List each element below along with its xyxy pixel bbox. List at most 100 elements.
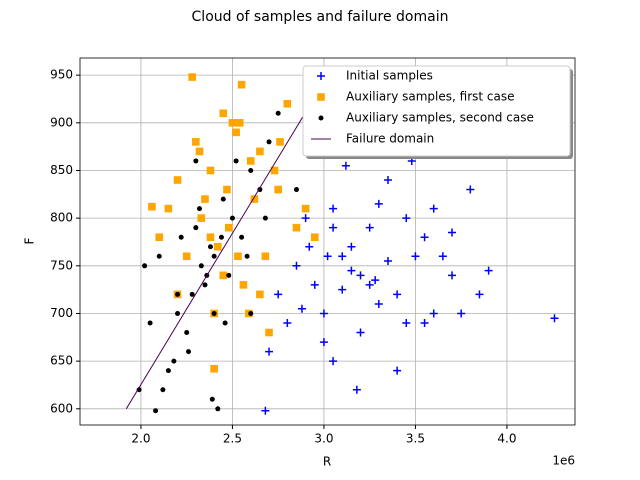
x-tick-label: 3.5 xyxy=(406,432,425,446)
dot-marker xyxy=(233,158,239,164)
plus-marker xyxy=(420,233,429,242)
square-marker xyxy=(261,252,270,261)
legend-label: Auxiliary samples, second case xyxy=(346,111,534,125)
square-marker xyxy=(173,176,182,184)
square-marker xyxy=(213,242,222,251)
plus-marker xyxy=(352,385,361,394)
y-tick-label: 850 xyxy=(50,163,73,177)
square-marker xyxy=(188,73,196,81)
dot-marker xyxy=(239,234,245,240)
legend-label: Initial samples xyxy=(346,69,433,83)
plus-marker xyxy=(265,347,274,356)
square-marker xyxy=(317,93,325,101)
plus-marker xyxy=(374,299,383,308)
square-marker xyxy=(223,185,231,194)
plus-marker xyxy=(484,266,493,275)
square-marker xyxy=(237,80,246,89)
dot-marker xyxy=(248,167,254,173)
plus-marker xyxy=(383,176,392,185)
dot-marker xyxy=(156,253,162,259)
dot-marker xyxy=(198,263,204,269)
plus-marker xyxy=(319,338,328,347)
plus-marker xyxy=(305,242,314,251)
x-tick-label: 2.5 xyxy=(223,432,242,446)
square-marker xyxy=(210,364,218,373)
dot-marker xyxy=(211,310,217,316)
y-tick-label: 800 xyxy=(50,211,73,225)
plus-marker xyxy=(347,266,356,275)
plus-marker xyxy=(365,223,374,232)
dot-marker xyxy=(147,320,153,326)
square-marker xyxy=(276,138,284,146)
dot-marker xyxy=(211,253,217,259)
dot-marker xyxy=(318,115,324,121)
plus-marker xyxy=(457,309,466,318)
dot-marker xyxy=(262,215,268,221)
plus-marker xyxy=(429,309,438,318)
plus-marker xyxy=(356,271,365,280)
plus-marker xyxy=(301,214,310,223)
dot-marker xyxy=(196,206,202,212)
square-marker xyxy=(283,99,292,108)
dot-marker xyxy=(153,408,159,414)
y-tick-label: 600 xyxy=(50,401,73,415)
square-marker xyxy=(192,138,200,146)
dot-marker xyxy=(209,396,215,402)
plus-marker xyxy=(402,214,411,223)
plus-marker xyxy=(338,285,347,294)
plus-marker xyxy=(319,309,328,318)
dot-marker xyxy=(222,320,228,326)
dot-marker xyxy=(244,253,250,259)
dot-marker xyxy=(202,282,208,288)
plus-marker xyxy=(448,228,457,237)
plus-marker xyxy=(411,252,420,261)
square-marker xyxy=(234,252,242,261)
square-marker xyxy=(256,147,264,156)
dot-marker xyxy=(193,225,199,231)
plus-marker xyxy=(274,290,283,299)
dot-marker xyxy=(229,215,235,221)
plus-marker xyxy=(329,223,338,232)
square-marker xyxy=(206,166,215,175)
x-tick-label: 4.0 xyxy=(497,432,516,446)
dot-marker xyxy=(184,330,190,336)
square-marker xyxy=(310,233,319,242)
plus-marker xyxy=(338,252,347,261)
plus-marker xyxy=(283,319,292,328)
square-marker xyxy=(182,252,191,261)
axes-frame xyxy=(79,57,576,426)
plus-marker xyxy=(402,319,411,328)
plus-marker xyxy=(323,252,332,261)
plus-marker xyxy=(356,328,365,337)
square-marker xyxy=(239,281,248,289)
legend-label: Auxiliary samples, first case xyxy=(346,90,514,104)
square-marker xyxy=(270,166,279,175)
square-marker xyxy=(164,204,173,213)
square-marker xyxy=(250,195,259,203)
dot-marker xyxy=(207,244,213,250)
square-marker xyxy=(224,223,233,232)
dot-marker xyxy=(275,110,281,116)
square-marker xyxy=(246,157,255,165)
square-marker xyxy=(148,202,156,211)
dot-marker xyxy=(220,196,226,202)
plus-marker xyxy=(261,406,270,415)
legend-box xyxy=(302,65,571,157)
dot-marker xyxy=(218,234,224,240)
y-axis-label: F xyxy=(23,237,37,244)
y-tick-label: 900 xyxy=(50,115,73,129)
y-tick-label: 750 xyxy=(50,258,73,272)
x-tick-label: 3.0 xyxy=(314,432,333,446)
plus-marker xyxy=(341,161,350,170)
plus-marker xyxy=(393,366,402,375)
dot-marker xyxy=(175,310,181,316)
plus-marker xyxy=(317,72,325,80)
square-marker xyxy=(195,147,204,156)
plus-marker xyxy=(550,314,559,323)
dot-marker xyxy=(171,358,177,364)
plus-marker xyxy=(475,290,484,299)
x-axis-label: R xyxy=(323,455,331,469)
plus-marker xyxy=(429,204,438,213)
legend-label: Failure domain xyxy=(346,132,434,146)
